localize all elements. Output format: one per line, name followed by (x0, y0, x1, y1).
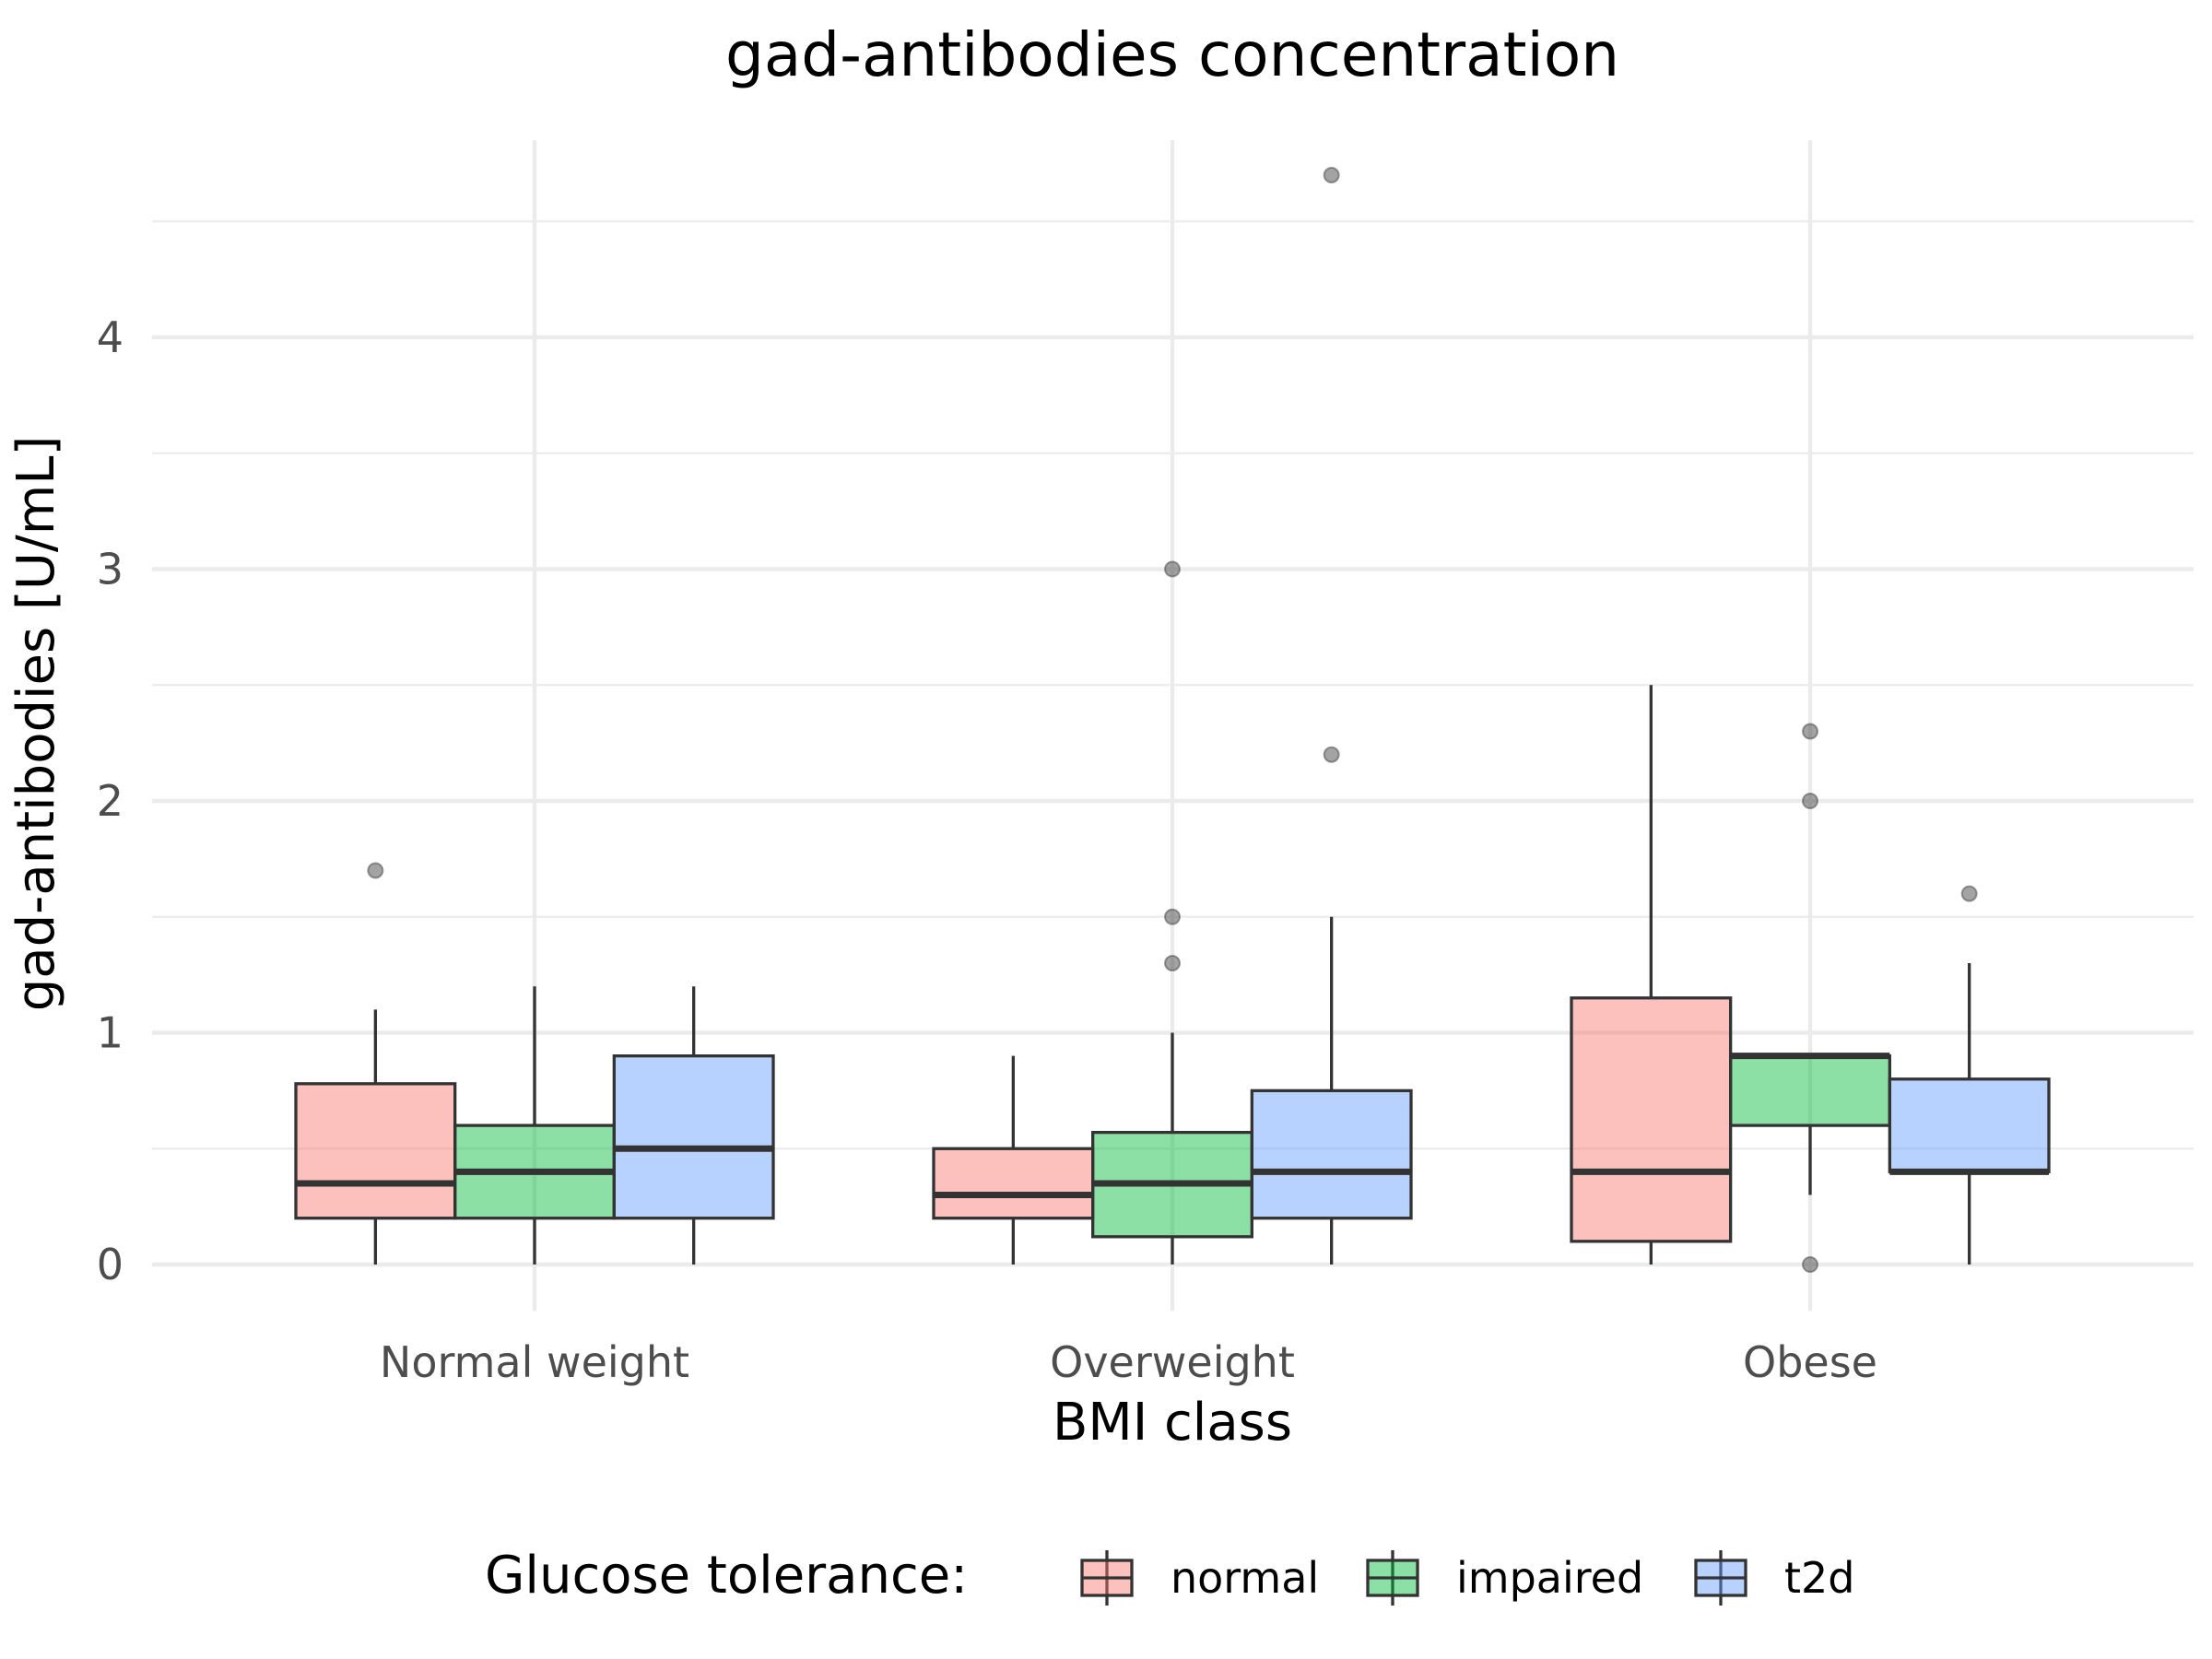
box-rect (1729, 1054, 1891, 1127)
y-tick-label: 3 (97, 545, 124, 594)
y-tick-label: 4 (97, 312, 124, 362)
outlier-point (1164, 908, 1181, 925)
y-tick-label: 2 (97, 776, 124, 826)
boxes (294, 166, 2051, 1273)
outlier-point (1323, 166, 1340, 183)
x-axis-title: BMI class (1053, 1393, 1292, 1453)
box-t2d (1888, 885, 2051, 1265)
x-tick-label: Normal weight (380, 1337, 689, 1387)
box-normal (1570, 685, 1733, 1265)
outlier-point (1802, 1256, 1818, 1273)
box-t2d (1250, 166, 1413, 1265)
x-tick-label: Obese (1743, 1337, 1877, 1387)
outlier-point (1164, 560, 1181, 578)
box-rect (1250, 1088, 1413, 1220)
box-rect (1570, 996, 1733, 1243)
x-tick-label: Overweight (1050, 1337, 1295, 1387)
outlier-point (1323, 746, 1340, 763)
box-t2d (612, 986, 775, 1265)
box-rect (612, 1054, 775, 1220)
legend-item-normal: normal (1080, 1550, 1319, 1606)
chart-title: gad-antibodies concentration (725, 19, 1619, 90)
x-axis-ticks: Normal weight Overweight Obese (380, 1337, 1877, 1387)
y-tick-label: 1 (97, 1008, 124, 1058)
legend-item-impaired: impaired (1366, 1550, 1643, 1606)
box-rect (932, 1147, 1095, 1220)
legend-label: normal (1171, 1553, 1319, 1603)
y-tick-label: 0 (97, 1240, 124, 1289)
legend-title: Glucose tolerance: (485, 1546, 968, 1606)
legend-label: t2d (1784, 1553, 1855, 1603)
outlier-point (1802, 723, 1818, 740)
box-impaired (1091, 560, 1253, 1265)
legend-label: impaired (1456, 1553, 1643, 1603)
box-impaired (453, 986, 616, 1265)
y-axis-title: gad-antibodies [U/mL] (6, 436, 66, 1012)
box-rect (294, 1082, 457, 1220)
box-normal (932, 1055, 1095, 1265)
box-rect (1888, 1077, 2051, 1174)
box-impaired (1729, 723, 1891, 1273)
outlier-point (1802, 793, 1818, 809)
outlier-point (1164, 955, 1181, 972)
legend: Glucose tolerance: normal impaired t2d (485, 1546, 1855, 1606)
outlier-point (1960, 885, 1978, 902)
legend-item-t2d: t2d (1694, 1550, 1855, 1606)
box-normal (294, 862, 457, 1265)
y-axis-ticks: 0 1 2 3 4 (97, 312, 124, 1289)
outlier-point (367, 862, 384, 879)
